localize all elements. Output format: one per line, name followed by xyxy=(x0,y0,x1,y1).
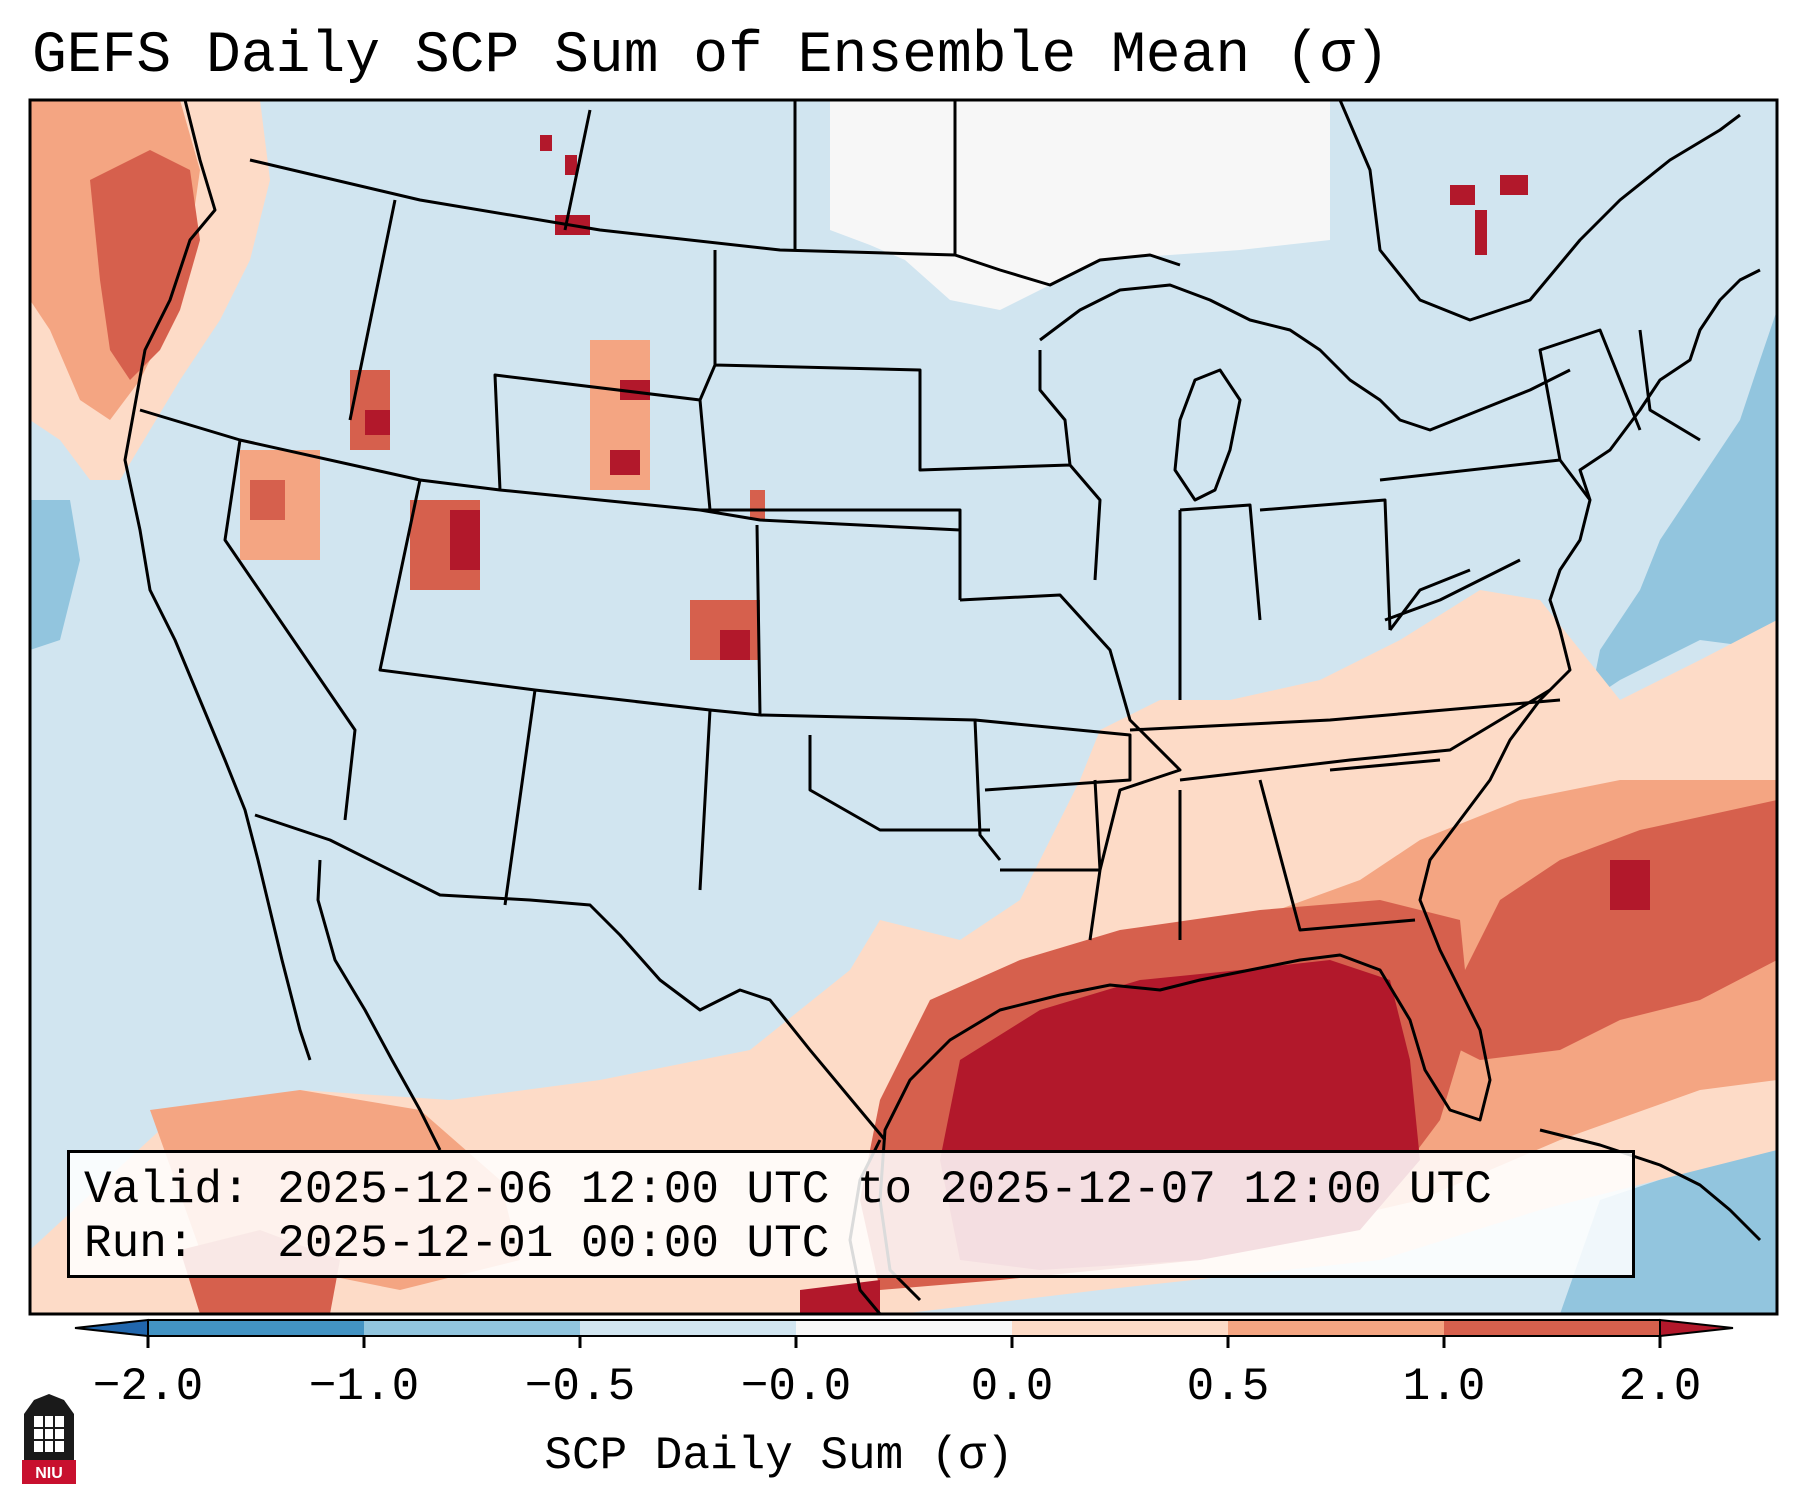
colorbar-tick-label: 2.0 xyxy=(1618,1361,1702,1413)
lake-michigan xyxy=(1173,368,1242,502)
field-strong-atlantic xyxy=(1440,800,1777,1060)
colorbar-bin xyxy=(1444,1320,1660,1336)
colorbar xyxy=(74,1318,1734,1348)
field-near-zero-canada-east xyxy=(1190,100,1275,190)
run-time-line: Run: 2025-12-01 00:00 UTC xyxy=(84,1217,829,1271)
run-label: Run: xyxy=(84,1218,195,1270)
colorbar-tick-label: −0.0 xyxy=(740,1361,852,1413)
colorbar-tick-label: −0.5 xyxy=(524,1361,636,1413)
field-neg-pacific xyxy=(30,500,80,650)
colorbar-bin xyxy=(1012,1320,1228,1336)
colorbar-tick-label: 1.0 xyxy=(1402,1361,1486,1413)
colorbar-extend-high xyxy=(1659,1318,1734,1338)
colorbar-tick-label: −1.0 xyxy=(308,1361,420,1413)
coastline-baja xyxy=(316,859,442,1151)
valid-time-line: Valid: 2025-12-06 12:00 UTC to 2025-12-0… xyxy=(84,1163,1492,1217)
state-lines-central xyxy=(918,328,1701,941)
map-plot-area xyxy=(30,100,1777,1314)
info-box: Valid: 2025-12-06 12:00 UTC to 2025-12-0… xyxy=(67,1150,1635,1278)
niu-logo-text: NIU xyxy=(35,1465,63,1482)
colorbar-bin xyxy=(1228,1320,1444,1336)
field-strong-oregon xyxy=(90,150,200,380)
colorbar-extend-low xyxy=(74,1318,149,1338)
colorbar-bin xyxy=(364,1320,580,1336)
run-value: 2025-12-01 00:00 UTC xyxy=(277,1218,830,1270)
colorbar-label: SCP Daily Sum (σ) xyxy=(544,1430,1014,1482)
colorbar-tick-label: −2.0 xyxy=(92,1361,204,1413)
cuba-outline xyxy=(1539,1128,1762,1242)
colorbar-bin xyxy=(796,1320,1012,1336)
valid-value: 2025-12-06 12:00 UTC to 2025-12-07 12:00… xyxy=(277,1164,1492,1216)
colorbar-bin xyxy=(580,1320,796,1336)
field-pos-southeast xyxy=(1090,720,1440,900)
niu-logo-icon: NIU xyxy=(22,1394,76,1484)
valid-label: Valid: xyxy=(84,1164,250,1216)
great-lakes-north xyxy=(1039,283,1571,432)
colorbar-tick-label: 0.5 xyxy=(1186,1361,1270,1413)
colorbar-ticks xyxy=(146,1336,1662,1348)
border-canada xyxy=(249,158,1181,287)
canada-east-coast xyxy=(1338,100,1741,322)
field-neg-atlantic xyxy=(1590,310,1777,700)
border-mexico xyxy=(254,813,887,1141)
coastline-pacific xyxy=(123,100,312,1061)
coastline-gulf xyxy=(878,268,1761,1302)
map-title: GEFS Daily SCP Sum of Ensemble Mean (σ) xyxy=(32,24,1390,89)
field-extreme-atlantic-spot xyxy=(1610,860,1650,910)
colorbar-bin xyxy=(148,1320,364,1336)
map-frame xyxy=(28,98,1779,1316)
colorbar-tick-label: 0.0 xyxy=(970,1361,1054,1413)
